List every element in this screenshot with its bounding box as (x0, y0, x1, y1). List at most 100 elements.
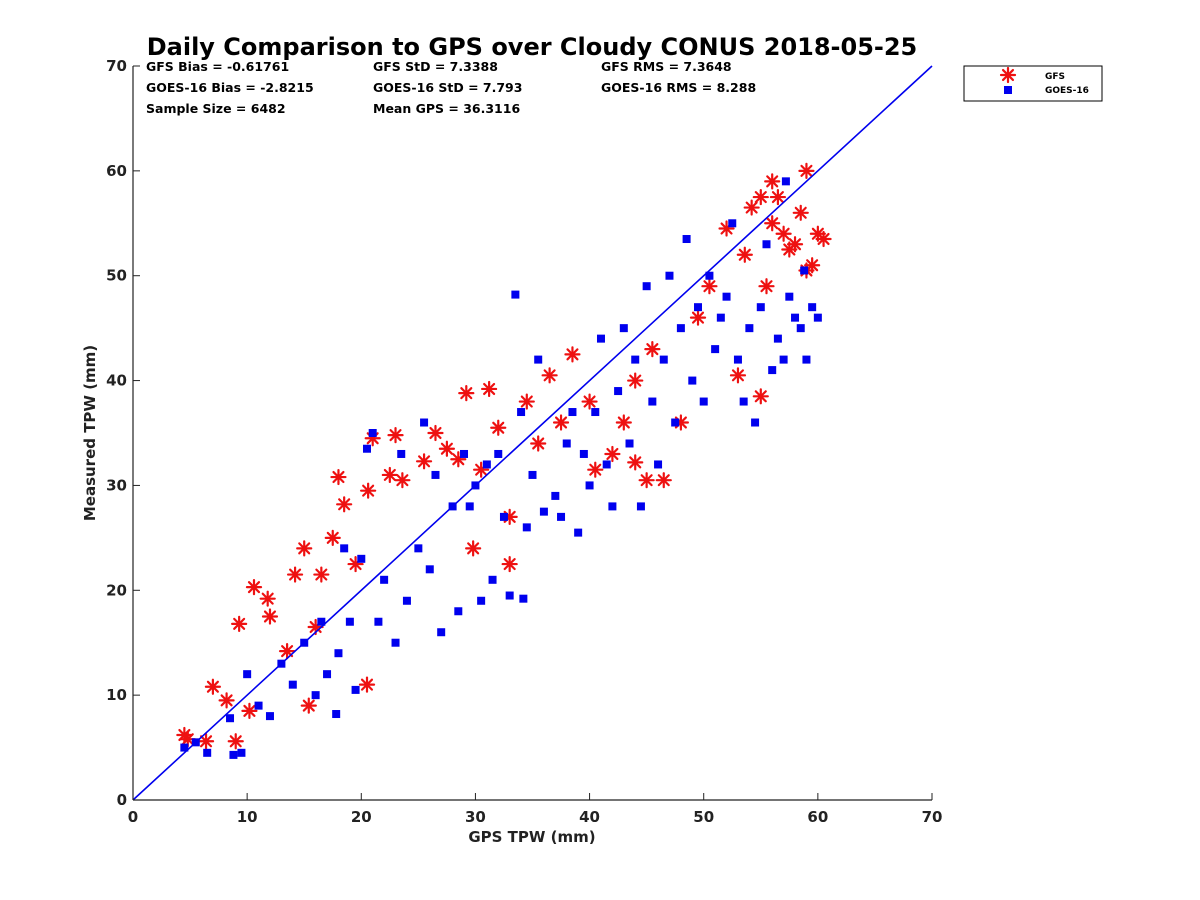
gfs-point (701, 278, 718, 295)
y-tick-label: 20 (106, 581, 127, 599)
goes16-point (488, 575, 497, 584)
goes16-point (425, 565, 434, 574)
goes16-point (203, 748, 212, 757)
goes16-point (722, 292, 731, 301)
gfs-point (278, 643, 296, 660)
goes16-point (602, 460, 611, 469)
gfs-point (296, 540, 313, 557)
x-tick-label: 30 (465, 808, 486, 826)
goes16-point (756, 303, 765, 312)
gfs-point (330, 468, 347, 486)
goes16-point (665, 271, 674, 280)
gfs-point (752, 388, 769, 405)
legend-gfs-marker (999, 66, 1017, 84)
y-axis-ticks: 0 10 20 30 40 50 60 70 (106, 57, 140, 809)
stats-block: GFS Bias = -0.61761 GFS StD = 7.3388 GFS… (146, 59, 756, 116)
goes16-point (676, 324, 685, 333)
goes16-point (351, 685, 360, 694)
goes16-point (642, 282, 651, 291)
gfs-point (313, 566, 330, 583)
stat-gfs-std: GFS StD = 7.3388 (373, 59, 498, 74)
goes16-point (625, 439, 634, 448)
gfs-point (792, 204, 809, 221)
gfs-point (458, 385, 475, 402)
gfs-point (775, 225, 792, 242)
gfs-point (769, 188, 787, 206)
gfs-series (176, 162, 832, 750)
goes16-point (579, 449, 588, 458)
gfs-point (465, 540, 482, 557)
goes16-point (511, 290, 520, 299)
y-tick-label: 60 (106, 162, 127, 180)
x-axis-ticks: 0 10 20 30 40 50 60 70 (128, 793, 942, 826)
goes16-point (237, 748, 246, 757)
goes16-point (226, 714, 235, 723)
gfs-point (815, 230, 832, 248)
goes16-point (739, 397, 748, 406)
plot-area (132, 65, 933, 801)
y-axis-label: Measured TPW (mm) (81, 345, 99, 521)
goes16-point (574, 528, 583, 537)
gfs-point (227, 733, 244, 750)
gfs-point (798, 162, 815, 179)
goes16-point (368, 429, 377, 437)
stat-mean-gps: Mean GPS = 36.3116 (373, 101, 520, 116)
gfs-point (541, 367, 558, 384)
goes16-point (288, 680, 297, 689)
legend-box (963, 65, 1103, 102)
gfs-point (324, 529, 341, 546)
gfs-point (689, 309, 707, 326)
goes16-point (768, 366, 777, 375)
gfs-point (644, 341, 661, 358)
goes16-point (180, 743, 189, 752)
goes16-point (699, 397, 708, 406)
legend-gfs-asterisk (999, 66, 1017, 84)
goes16-point (522, 523, 531, 532)
goes16-point (519, 594, 528, 603)
goes16-point (380, 575, 389, 584)
legend-gfs-label: GFS (1045, 72, 1065, 82)
goes16-point (362, 444, 371, 453)
gfs-point (758, 278, 775, 295)
x-axis-label: GPS TPW (mm) (468, 828, 595, 846)
gfs-point (530, 435, 547, 452)
goes16-point (340, 544, 349, 553)
goes16-point (631, 355, 640, 364)
goes16-point (751, 418, 760, 427)
goes16-point (711, 345, 720, 354)
stat-goes-rms: GOES-16 RMS = 8.288 (601, 80, 756, 95)
gfs-point (231, 615, 248, 632)
goes16-point (551, 491, 560, 500)
legend-goes16-label: GOES-16 (1045, 86, 1089, 96)
goes16-point (636, 502, 645, 511)
y-tick-label: 0 (117, 791, 127, 809)
gfs-point (197, 733, 215, 750)
stat-sample-size: Sample Size = 6482 (146, 101, 286, 116)
goes16-point (528, 470, 537, 479)
goes16-point (534, 355, 543, 364)
goes16-point (374, 617, 383, 626)
goes16-point (591, 408, 600, 417)
goes16-point (654, 460, 663, 469)
goes16-point (779, 355, 788, 364)
goes16-point (808, 303, 817, 312)
goes16-point (796, 324, 805, 333)
gfs-point (259, 590, 276, 607)
x-tick-label: 60 (807, 808, 828, 826)
gfs-point (336, 496, 353, 513)
gfs-point (564, 346, 581, 363)
chart-title: Daily Comparison to GPS over Cloudy CONU… (147, 33, 918, 61)
gfs-point (627, 454, 644, 471)
legend-goes16-square (1004, 86, 1012, 94)
goes16-point (800, 266, 809, 275)
gfs-point (655, 472, 672, 489)
goes16-point (562, 439, 571, 448)
gfs-point (490, 419, 507, 436)
x-tick-label: 10 (237, 808, 258, 826)
goes16-point (648, 397, 657, 406)
goes16-point (229, 750, 238, 759)
goes16-point (414, 544, 423, 553)
goes16-point (671, 418, 680, 427)
gfs-point (764, 173, 781, 190)
